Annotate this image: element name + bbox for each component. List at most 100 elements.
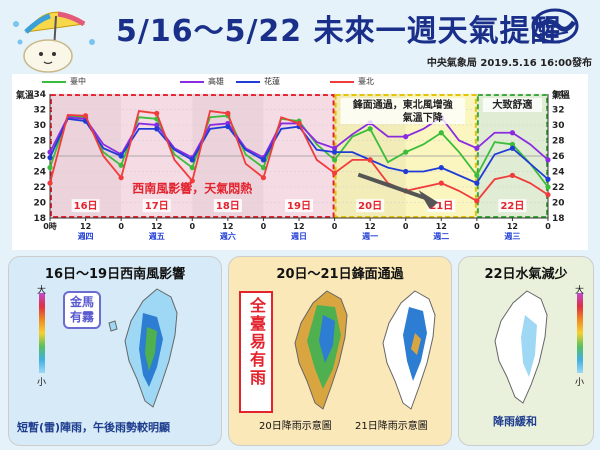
data-point (225, 123, 231, 130)
data-point (509, 130, 516, 136)
header: 5/16～5/22 未來一週天氣提醒 中央氣象局 2019.5.16 16:00… (0, 0, 600, 74)
data-point (545, 176, 551, 182)
data-point (438, 130, 444, 136)
data-point (331, 170, 338, 176)
x-tick-label: 0 (189, 222, 195, 231)
colorbar-bottom-label: 小 (575, 378, 585, 388)
data-point (331, 157, 338, 163)
panel-caption: 降雨緩和 (493, 415, 537, 428)
x-tick-label: 0 (261, 222, 267, 231)
x-tick-label: 0 (474, 222, 480, 231)
data-point (403, 149, 409, 155)
data-point (331, 145, 338, 151)
annotation-southwest: 西南風影響，天氣悶熱 (132, 180, 252, 195)
caption-20th: 20日降雨示意圖 (259, 421, 332, 432)
x-tick-label: 12 (436, 222, 447, 231)
annotation-bg (340, 98, 465, 124)
data-point (403, 168, 409, 175)
data-point (260, 175, 267, 181)
day-label-bg (285, 199, 313, 213)
x-tick-label: 0 (332, 222, 338, 231)
data-point (367, 126, 373, 132)
y-tick-label-right: 24 (552, 168, 565, 178)
data-point (82, 113, 89, 119)
x-tick-label: 0時 (43, 221, 57, 231)
colorbar-top-label: 大 (575, 286, 585, 296)
rain-colorbar (577, 293, 583, 373)
day-label: 17日 (145, 200, 169, 212)
annotation-cooling: 氣溫下降 (403, 111, 444, 124)
annotation-front: 鋒面通過，東北風增強 (352, 98, 453, 111)
data-point (154, 126, 160, 132)
data-point (331, 149, 338, 155)
data-point (47, 180, 53, 186)
temperature-chart: 臺中 高雄 花蓮 臺北 18 18 20 20 22 22 24 24 26 26 28 28 30 30… (12, 74, 588, 250)
taiwan-rain-map-22nd (494, 290, 548, 404)
day-label-bg (71, 199, 100, 213)
data-point (509, 145, 516, 151)
data-point (189, 165, 195, 171)
legend-item-taipei: 臺北 (330, 76, 374, 87)
panel-moisture-decrease: 22日水氣減少 大 小 降雨緩和 (458, 256, 594, 446)
panel-title: 20日～21日鋒面通過 (276, 267, 404, 282)
annotation-comfort: 大致舒適 (492, 98, 532, 111)
y-tick-label-right: 30 (552, 121, 565, 131)
legend-item-kaohsiung: 高雄 (180, 76, 224, 87)
data-point (474, 172, 480, 178)
weekday-label: 週六 (220, 231, 236, 241)
y-tick-label-left: 28 (33, 137, 46, 147)
data-point (474, 145, 480, 151)
x-tick-label: 0 (403, 222, 409, 231)
data-point (367, 157, 373, 163)
data-point (509, 172, 516, 178)
y-tick-label-right: 22 (552, 183, 565, 193)
colorbar-top-label: 大 (37, 286, 47, 296)
x-tick-label: 0 (545, 222, 551, 231)
taiwan-rain-map-1 (108, 288, 178, 408)
y-tick-label-left: 18 (33, 214, 46, 224)
x-tick-label: 0 (118, 222, 124, 231)
data-point (260, 157, 267, 163)
y-tick-label-left: 24 (33, 168, 46, 178)
y-tick-label-right: 34 (552, 90, 565, 100)
x-tick-label: 12 (151, 222, 162, 231)
data-point (154, 122, 160, 128)
taiwan-rain-map-20th (294, 290, 348, 410)
data-point (438, 180, 444, 186)
day-label-bg (142, 199, 171, 213)
colorbar-bottom-label: 小 (37, 378, 47, 388)
data-point (225, 110, 231, 116)
data-point (545, 184, 551, 190)
day-label: 20日 (358, 200, 382, 212)
data-point (154, 110, 160, 116)
caption-21st: 21日降雨示意圖 (355, 421, 428, 432)
day-label-bg (213, 199, 242, 213)
panel-title: 22日水氣減少 (484, 267, 568, 282)
y-tick-label-right: 18 (552, 214, 565, 224)
data-point (47, 154, 53, 161)
y-tick-label-left: 26 (33, 152, 46, 162)
x-tick-label: 12 (365, 222, 376, 231)
fog-tag: 金馬有霧 (63, 291, 101, 329)
data-point (474, 180, 480, 186)
day-label: 16日 (74, 200, 98, 212)
whole-island-rain-tag: 全臺易有雨 (239, 291, 273, 413)
y-axis-label: 氣溫 (16, 89, 34, 101)
x-tick-label: 12 (293, 222, 304, 231)
panel-southwest-wind: 16日～19日西南風影響 大 小 金馬有霧 短暫(雷)陣雨，午後雨勢較明顯 (8, 256, 222, 446)
y-tick-label-right: 20 (552, 199, 565, 209)
weekday-label: 週一 (362, 232, 378, 241)
taiwan-rain-map-21st (382, 290, 436, 410)
legend-item-taichung: 臺中 (42, 76, 86, 87)
data-point (474, 198, 480, 204)
weekday-label: 週四 (78, 232, 94, 241)
weekday-label: 週二 (433, 232, 449, 241)
y-tick-label-left: 30 (33, 121, 46, 131)
rain-colorbar (39, 293, 45, 373)
weekday-label: 週三 (504, 232, 520, 241)
data-point (189, 178, 195, 184)
day-label: 19日 (287, 200, 311, 212)
x-tick-label: 12 (80, 222, 91, 231)
y-tick-label-left: 20 (33, 199, 46, 209)
